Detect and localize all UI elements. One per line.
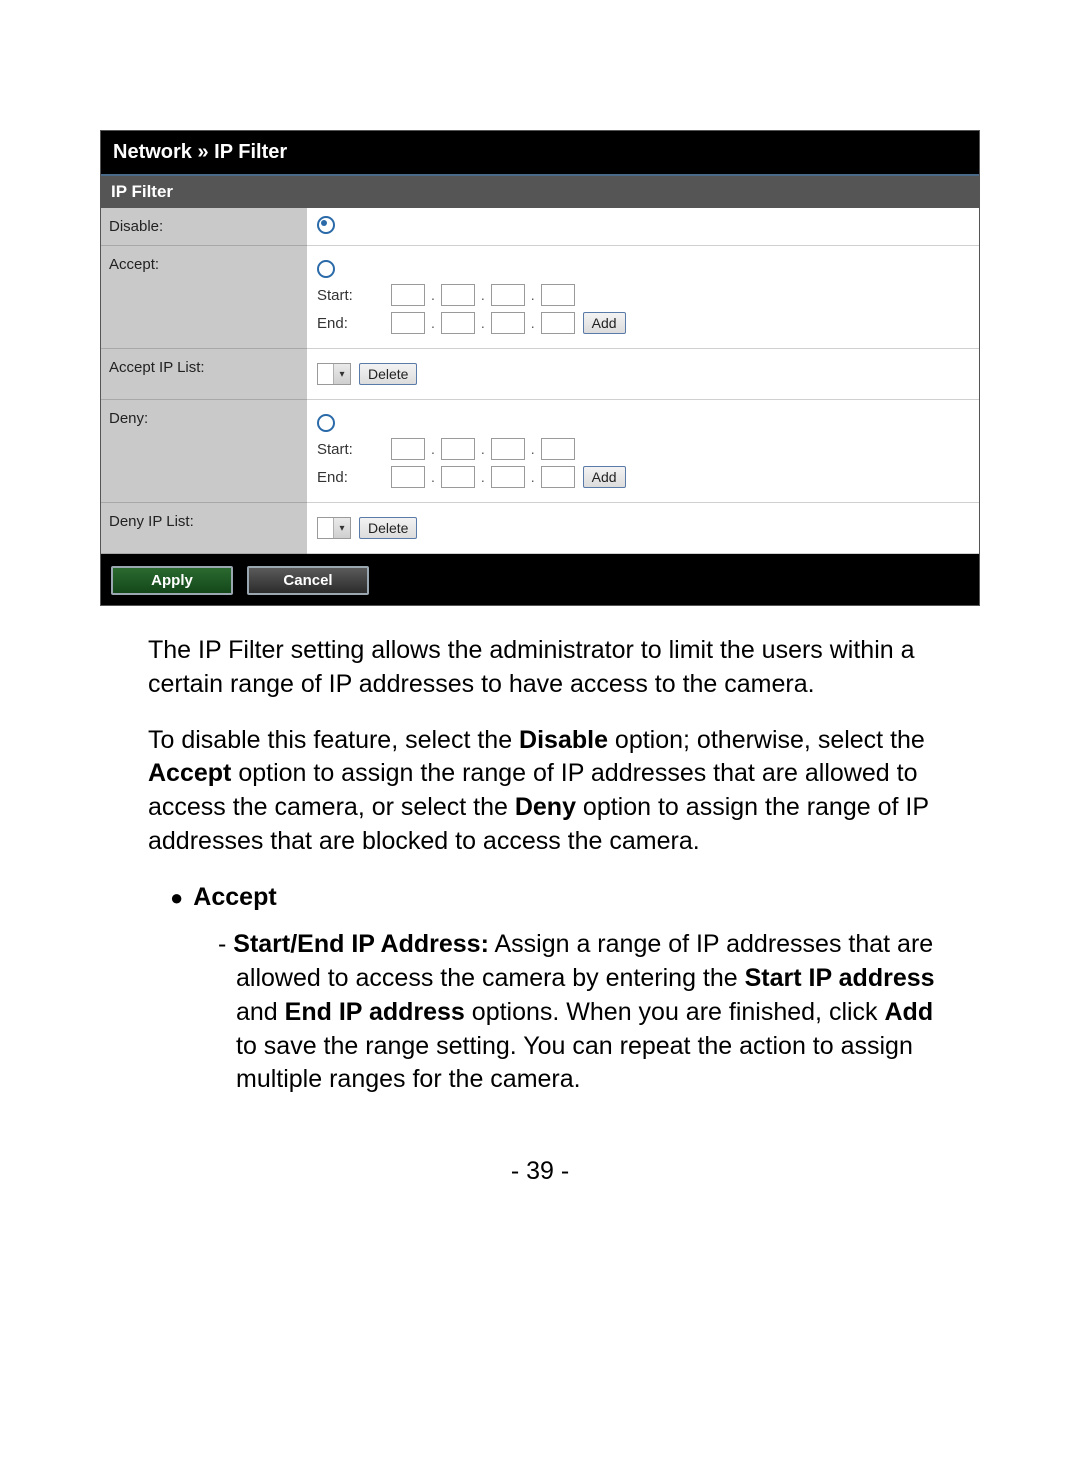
deny-start-octet-3[interactable] (491, 438, 525, 460)
accept-list-label: Accept IP List: (101, 349, 307, 400)
accept-start-label: Start: (317, 287, 387, 304)
deny-end-label: End: (317, 469, 387, 486)
bullet-list: Accept (170, 881, 960, 915)
deny-delete-button[interactable]: Delete (359, 517, 417, 539)
accept-add-button[interactable]: Add (583, 312, 626, 334)
deny-list-label: Deny IP List: (101, 503, 307, 554)
doc-paragraph-2: To disable this feature, select the Disa… (148, 724, 960, 859)
deny-start-octet-1[interactable] (391, 438, 425, 460)
accept-start-octet-4[interactable] (541, 284, 575, 306)
disable-label: Disable: (101, 208, 307, 246)
bullet-accept: Accept (170, 881, 960, 915)
disable-radio[interactable] (317, 216, 335, 234)
accept-end-octet-3[interactable] (491, 312, 525, 334)
doc-body: The IP Filter setting allows the adminis… (148, 634, 960, 1097)
accept-delete-button[interactable]: Delete (359, 363, 417, 385)
panel-title: Network » IP Filter (101, 131, 979, 176)
deny-radio[interactable] (317, 414, 335, 432)
deny-end-octet-4[interactable] (541, 466, 575, 488)
accept-start-octet-2[interactable] (441, 284, 475, 306)
deny-list-select[interactable]: ▾ (317, 517, 351, 539)
accept-start-octet-1[interactable] (391, 284, 425, 306)
footer-bar: Apply Cancel (101, 554, 979, 605)
accept-end-octet-4[interactable] (541, 312, 575, 334)
accept-list-select[interactable]: ▾ (317, 363, 351, 385)
deny-end-octet-1[interactable] (391, 466, 425, 488)
deny-start-label: Start: (317, 441, 387, 458)
dash-list: Start/End IP Address: Assign a range of … (218, 928, 960, 1097)
apply-button[interactable]: Apply (111, 566, 233, 595)
page-number: - 39 - (100, 1157, 980, 1186)
accept-label: Accept: (101, 246, 307, 349)
deny-add-button[interactable]: Add (583, 466, 626, 488)
ip-filter-form: Disable: Accept: Start: . . . (101, 208, 979, 554)
deny-start-octet-4[interactable] (541, 438, 575, 460)
deny-label: Deny: (101, 400, 307, 503)
deny-end-octet-3[interactable] (491, 466, 525, 488)
accept-start-octet-3[interactable] (491, 284, 525, 306)
deny-start-octet-2[interactable] (441, 438, 475, 460)
chevron-down-icon: ▾ (333, 518, 350, 538)
ip-filter-panel: Network » IP Filter IP Filter Disable: A… (100, 130, 980, 606)
chevron-down-icon: ▾ (333, 364, 350, 384)
accept-end-octet-1[interactable] (391, 312, 425, 334)
section-header: IP Filter (101, 176, 979, 208)
deny-end-octet-2[interactable] (441, 466, 475, 488)
accept-end-octet-2[interactable] (441, 312, 475, 334)
dash-item-1: Start/End IP Address: Assign a range of … (218, 928, 960, 1097)
accept-end-label: End: (317, 315, 387, 332)
accept-radio[interactable] (317, 260, 335, 278)
cancel-button[interactable]: Cancel (247, 566, 369, 595)
doc-paragraph-1: The IP Filter setting allows the adminis… (148, 634, 960, 702)
